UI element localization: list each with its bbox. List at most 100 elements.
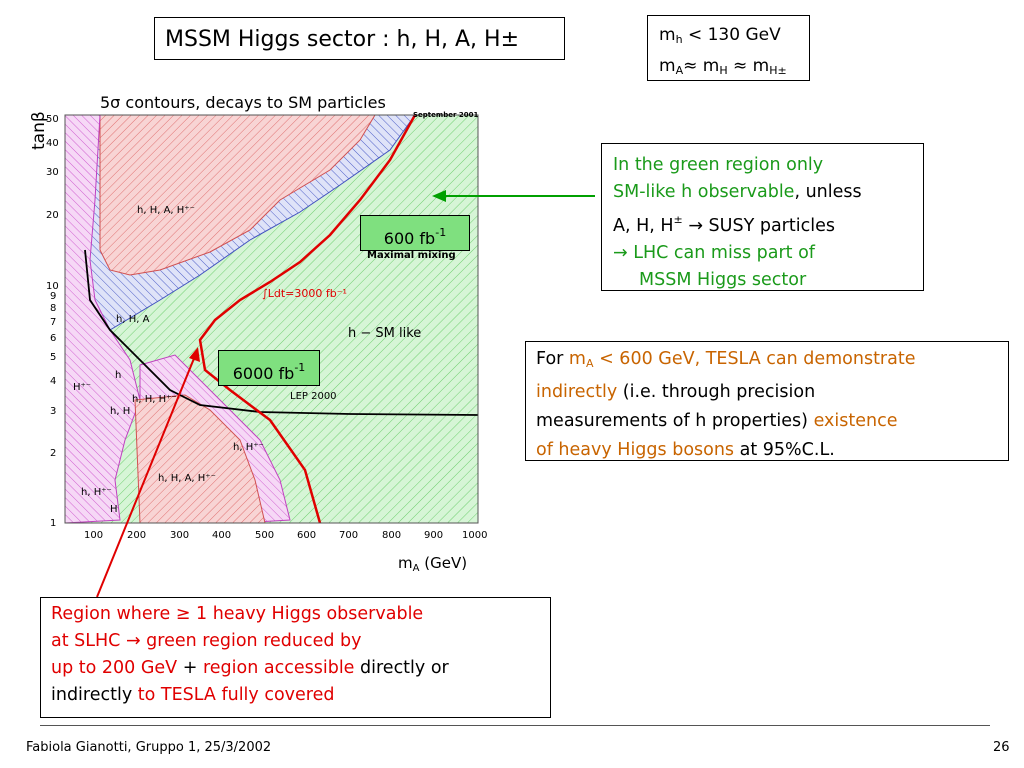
label-integral-lumi: ∫Ldt=3000 fb⁻¹ bbox=[262, 287, 347, 300]
green-note-line5: MSSM Higgs sector bbox=[639, 270, 807, 290]
tesla-for: For bbox=[536, 349, 569, 369]
slhc-arrow bbox=[96, 355, 196, 598]
slhc-tesla-covered: to TESLA fully covered bbox=[137, 685, 335, 705]
slhc-line1: Region where ≥ 1 heavy Higgs observable bbox=[51, 604, 424, 624]
y-tick-9: 9 bbox=[50, 291, 56, 302]
tesla-note: For mA < 600 GeV, TESLA can demonstrate … bbox=[525, 341, 1009, 461]
y-tick-7: 7 bbox=[50, 317, 56, 328]
badge-600fb: 600 fb-1 bbox=[360, 215, 470, 251]
label-hHAHpm-bottom: h, H, A, H⁺⁻ bbox=[158, 473, 216, 484]
plot-frame bbox=[64, 114, 479, 524]
badge-600-exp: -1 bbox=[435, 226, 447, 239]
x-tick-200: 200 bbox=[127, 530, 146, 541]
label-hHpm-right: h, H⁺⁻ bbox=[233, 442, 264, 453]
green-region-note: In the green region only SM-like h obser… bbox=[601, 143, 924, 291]
x-tick-400: 400 bbox=[212, 530, 231, 541]
x-tick-1000: 1000 bbox=[462, 530, 487, 541]
footer-author: Fabiola Gianotti, Gruppo 1, 25/3/2002 bbox=[26, 740, 272, 755]
cond-sub: H bbox=[719, 64, 728, 77]
green-note-line4: → LHC can miss part of bbox=[613, 243, 815, 263]
slhc-arrow-head bbox=[189, 347, 200, 362]
region-labels: h, H, A, H⁺⁻ h, H, A h − SM like Maximal… bbox=[73, 205, 456, 515]
slhc-note: Region where ≥ 1 heavy Higgs observable … bbox=[40, 597, 551, 718]
green-note-line2: SM-like h observable, unless bbox=[613, 179, 923, 206]
green-note-sm-like: SM-like h observable bbox=[613, 182, 795, 202]
label-hH: h, H bbox=[110, 406, 130, 417]
y-tick-1: 1 bbox=[50, 518, 56, 529]
green-note-line1: In the green region only bbox=[613, 155, 824, 175]
green-note-pm: ± bbox=[673, 213, 683, 226]
cond-text: m bbox=[659, 56, 676, 76]
y-tick-30: 30 bbox=[46, 167, 59, 178]
label-H-bottom: H bbox=[110, 504, 118, 515]
slhc-plus: + bbox=[177, 658, 203, 678]
green-arrow-head bbox=[432, 190, 446, 202]
cond-sub: A bbox=[675, 64, 684, 77]
slhc-green-reduced: → green region reduced by bbox=[125, 631, 362, 651]
y-axis-label: tanβ bbox=[29, 111, 49, 150]
badge-6000-exp: -1 bbox=[294, 361, 306, 374]
tesla-precision: (i.e. through precision bbox=[617, 382, 816, 402]
x-tick-800: 800 bbox=[382, 530, 401, 541]
y-tick-5: 5 bbox=[50, 352, 56, 363]
slide-title-box: MSSM Higgs sector : h, H, A, H± bbox=[154, 17, 565, 60]
cond-sub: H± bbox=[769, 64, 787, 77]
green-note-aHH: A, H, H bbox=[613, 216, 674, 236]
condition-mh: mh < 130 GeV bbox=[659, 22, 809, 53]
cond-text: m bbox=[659, 25, 676, 45]
label-hHA: h, H, A bbox=[116, 314, 150, 325]
tesla-heavy-higgs: of heavy Higgs bosons bbox=[536, 440, 735, 460]
x-axis-label: mA (GeV) bbox=[398, 554, 467, 574]
tesla-cl: at 95%C.L. bbox=[734, 440, 835, 460]
slhc-at-slhc: at SLHC bbox=[51, 631, 126, 651]
y-tick-50: 50 bbox=[46, 114, 59, 125]
x-tick-500: 500 bbox=[255, 530, 274, 541]
label-hHAHpm-top: h, H, A, H⁺⁻ bbox=[137, 205, 195, 216]
label-hHpm-bottom: h, H⁺⁻ bbox=[81, 487, 112, 498]
slhc-line2: at SLHC → green region reduced by bbox=[51, 628, 550, 655]
tesla-measurements: measurements of h properties) bbox=[536, 411, 814, 431]
conditions-box: mh < 130 GeV mA≈ mH ≈ mH± bbox=[647, 15, 810, 81]
x-tick-700: 700 bbox=[339, 530, 358, 541]
y-tick-4: 4 bbox=[50, 376, 56, 387]
y-tick-40: 40 bbox=[46, 138, 59, 149]
label-lep2000: LEP 2000 bbox=[290, 391, 337, 402]
x-tick-labels: 100 200 300 400 500 600 700 800 900 1000 bbox=[84, 530, 487, 541]
slhc-directly: directly or bbox=[354, 658, 449, 678]
y-tick-3: 3 bbox=[50, 406, 56, 417]
cond-text: ≈ m bbox=[683, 56, 720, 76]
label-hHHpm: h, H, H⁺⁻ bbox=[132, 394, 177, 405]
slhc-200gev: up to 200 GeV bbox=[51, 658, 178, 678]
y-tick-10: 10 bbox=[46, 281, 59, 292]
cond-sub: h bbox=[675, 33, 683, 46]
label-maximal-mixing: Maximal mixing bbox=[367, 250, 456, 261]
y-tick-2: 2 bbox=[50, 448, 56, 459]
x-tick-100: 100 bbox=[84, 530, 103, 541]
tesla-condition: < 600 GeV, TESLA can demonstrate bbox=[593, 349, 916, 369]
y-tick-20: 20 bbox=[46, 210, 59, 221]
y-tick-6: 6 bbox=[50, 333, 56, 344]
badge-6000fb: 6000 fb-1 bbox=[218, 350, 320, 386]
green-note-susy: → SUSY particles bbox=[682, 216, 835, 236]
condition-mass-equality: mA≈ mH ≈ mH± bbox=[659, 53, 809, 84]
tesla-existence: existence bbox=[813, 411, 898, 431]
footer-divider bbox=[40, 725, 990, 726]
page-number: 26 bbox=[993, 740, 1010, 755]
x-tick-600: 600 bbox=[297, 530, 316, 541]
red-region-upper bbox=[99, 114, 376, 276]
cond-text: < 130 GeV bbox=[682, 25, 781, 45]
slhc-line4: indirectly to TESLA fully covered bbox=[51, 682, 550, 709]
x-tick-300: 300 bbox=[170, 530, 189, 541]
label-h-sm-like: h − SM like bbox=[348, 326, 421, 341]
tesla-m-sub: A bbox=[585, 357, 594, 370]
slhc-accessible: region accessible bbox=[202, 658, 355, 678]
y-tick-8: 8 bbox=[50, 303, 56, 314]
badge-600-value: 600 fb bbox=[383, 229, 436, 248]
lep2000-curve bbox=[84, 249, 479, 416]
tesla-indirectly: indirectly bbox=[536, 382, 618, 402]
y-tick-labels: 1 2 3 4 5 6 7 8 9 10 20 30 40 50 bbox=[46, 114, 59, 529]
tesla-m: m bbox=[568, 349, 586, 369]
slhc-indirectly: indirectly bbox=[51, 685, 138, 705]
plot-title: 5σ contours, decays to SM particles bbox=[100, 93, 386, 112]
